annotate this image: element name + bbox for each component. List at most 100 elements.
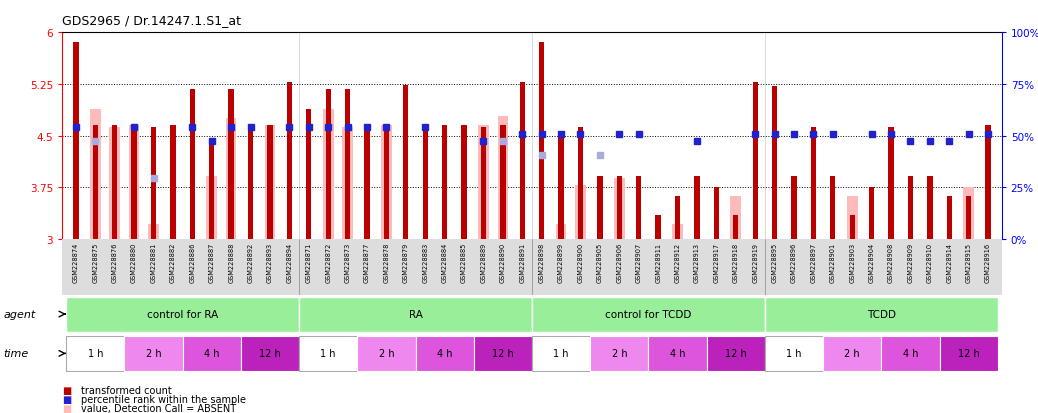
Text: 4 h: 4 h xyxy=(437,349,453,358)
Bar xyxy=(617,176,622,240)
Text: 12 h: 12 h xyxy=(492,349,514,358)
Text: ■: ■ xyxy=(62,404,72,413)
Bar xyxy=(731,197,741,240)
Bar xyxy=(74,43,79,240)
Bar xyxy=(241,336,299,371)
Text: ■: ■ xyxy=(62,394,72,404)
Text: 4 h: 4 h xyxy=(903,349,919,358)
Text: control for RA: control for RA xyxy=(147,309,218,319)
Text: GSM228893: GSM228893 xyxy=(267,242,273,282)
Text: 4 h: 4 h xyxy=(670,349,685,358)
Text: GSM228875: GSM228875 xyxy=(92,242,99,282)
Bar xyxy=(183,336,241,371)
Text: GSM228900: GSM228900 xyxy=(577,242,583,282)
Bar xyxy=(649,336,707,371)
Text: GSM228906: GSM228906 xyxy=(617,242,623,282)
Bar xyxy=(364,125,370,240)
Bar xyxy=(558,135,564,240)
Text: GSM228882: GSM228882 xyxy=(170,242,175,282)
Bar xyxy=(673,224,683,240)
Bar xyxy=(555,224,567,240)
Text: TCDD: TCDD xyxy=(867,309,896,319)
Text: GSM228916: GSM228916 xyxy=(985,242,991,282)
Text: time: time xyxy=(3,349,28,358)
Text: GSM228898: GSM228898 xyxy=(539,242,545,282)
Bar xyxy=(614,179,625,240)
Bar xyxy=(733,216,738,240)
Text: 12 h: 12 h xyxy=(958,349,980,358)
Text: GSM228904: GSM228904 xyxy=(869,242,875,282)
Bar xyxy=(500,126,506,240)
Bar xyxy=(357,336,415,371)
Bar xyxy=(248,126,253,240)
Bar xyxy=(753,83,758,240)
Text: GSM228880: GSM228880 xyxy=(131,242,137,282)
Text: GSM228873: GSM228873 xyxy=(345,242,351,282)
Text: GSM228908: GSM228908 xyxy=(889,242,894,282)
Text: GSM228888: GSM228888 xyxy=(228,242,235,282)
Bar xyxy=(532,297,765,332)
Bar xyxy=(129,126,139,240)
Bar xyxy=(442,126,447,240)
Bar xyxy=(830,176,836,240)
Bar xyxy=(881,336,939,371)
Bar xyxy=(66,336,125,371)
Bar xyxy=(209,140,215,240)
Text: GSM228879: GSM228879 xyxy=(403,242,409,282)
Bar xyxy=(849,216,855,240)
Text: GSM228877: GSM228877 xyxy=(364,242,370,282)
Text: GSM228914: GSM228914 xyxy=(947,242,952,282)
Text: GSM228912: GSM228912 xyxy=(675,242,681,282)
Text: ■: ■ xyxy=(62,385,72,395)
Text: GSM228901: GSM228901 xyxy=(829,242,836,282)
Text: GSM228891: GSM228891 xyxy=(519,242,525,282)
Bar xyxy=(148,224,159,240)
Bar xyxy=(927,176,932,240)
Text: GSM228905: GSM228905 xyxy=(597,242,603,282)
Text: 12 h: 12 h xyxy=(260,349,281,358)
Bar xyxy=(497,117,509,240)
Text: GSM228889: GSM228889 xyxy=(481,242,487,282)
Bar xyxy=(675,197,680,240)
Bar xyxy=(847,197,857,240)
Bar xyxy=(765,336,823,371)
Bar xyxy=(109,128,120,240)
Bar xyxy=(226,119,237,240)
Bar xyxy=(326,90,331,240)
Bar xyxy=(207,176,217,240)
Bar xyxy=(578,128,583,240)
Bar xyxy=(636,176,641,240)
Bar xyxy=(939,336,998,371)
Bar xyxy=(966,197,972,240)
Bar xyxy=(66,297,299,332)
Bar xyxy=(597,176,603,240)
Bar xyxy=(112,126,117,240)
Text: GSM228919: GSM228919 xyxy=(753,242,758,282)
Bar xyxy=(170,125,175,240)
Text: GSM228890: GSM228890 xyxy=(500,242,506,282)
Text: 4 h: 4 h xyxy=(204,349,219,358)
Bar xyxy=(908,176,913,240)
Bar xyxy=(323,110,333,240)
Text: GSM228876: GSM228876 xyxy=(112,242,117,282)
Bar xyxy=(575,186,585,240)
Bar xyxy=(299,336,357,371)
Text: GSM228903: GSM228903 xyxy=(849,242,855,282)
Text: GSM228885: GSM228885 xyxy=(461,242,467,282)
Bar xyxy=(422,126,428,240)
Bar xyxy=(811,128,816,240)
Bar xyxy=(539,43,544,240)
Bar xyxy=(772,87,777,240)
Bar xyxy=(415,336,473,371)
Bar xyxy=(707,336,765,371)
Bar xyxy=(473,336,532,371)
Text: GSM228899: GSM228899 xyxy=(558,242,564,282)
Text: GSM228918: GSM228918 xyxy=(733,242,739,282)
Text: 2 h: 2 h xyxy=(145,349,161,358)
Text: GSM228892: GSM228892 xyxy=(247,242,253,282)
Text: GSM228895: GSM228895 xyxy=(771,242,777,282)
Bar xyxy=(125,336,183,371)
Text: agent: agent xyxy=(3,309,35,319)
Bar xyxy=(381,126,391,240)
Bar xyxy=(889,128,894,240)
